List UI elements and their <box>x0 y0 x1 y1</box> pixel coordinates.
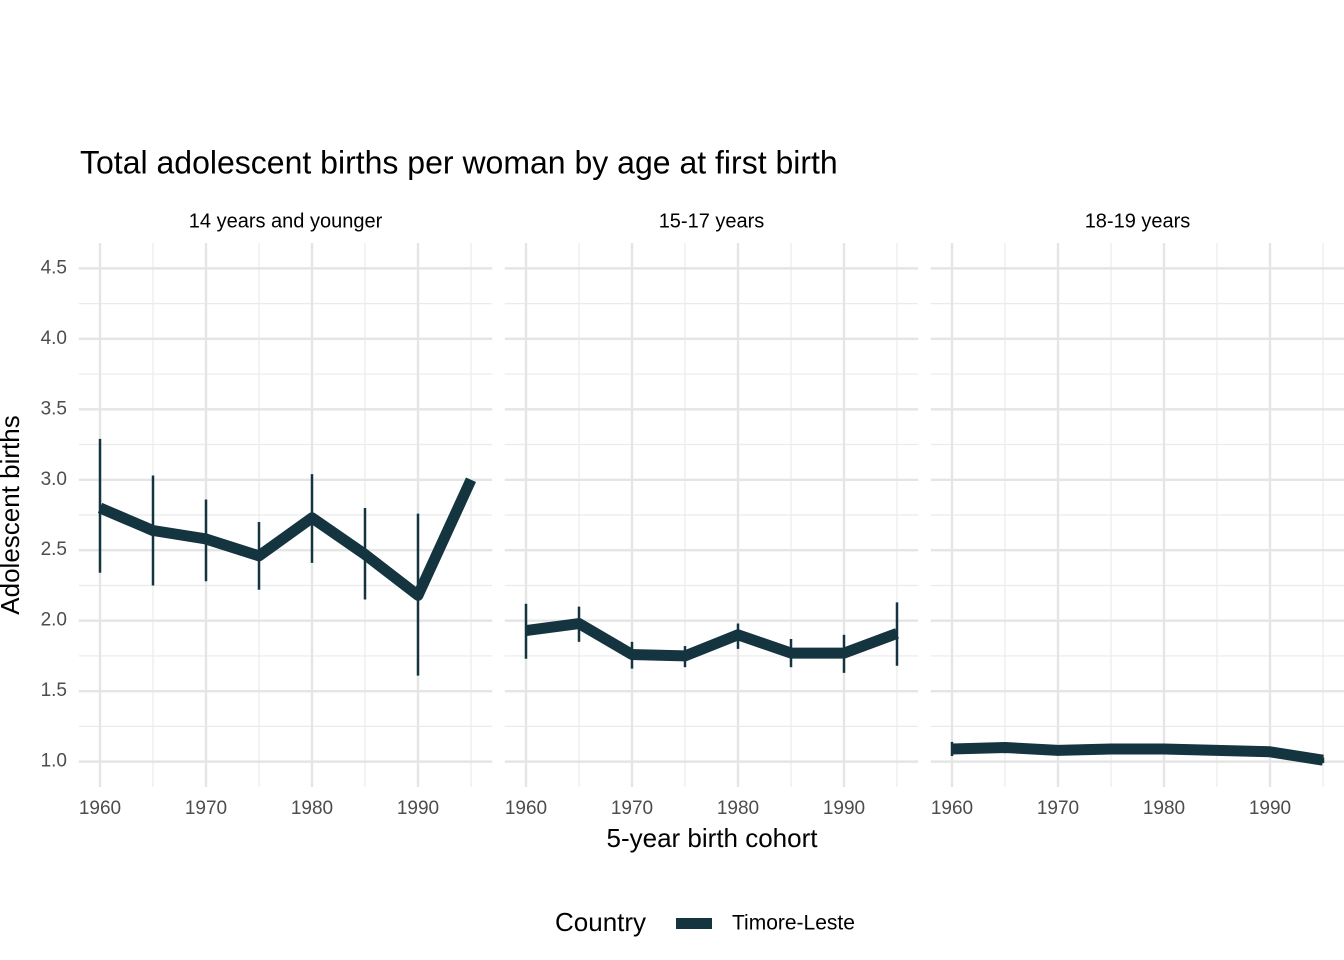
strip-label: 15-17 years <box>659 210 765 232</box>
x-axis-title: 5-year birth cohort <box>607 823 819 853</box>
strip-label: 18-19 years <box>1085 210 1191 232</box>
line <box>97 477 476 601</box>
x-tick-label: 1970 <box>185 798 227 819</box>
y-tick-label: 1.5 <box>41 680 67 701</box>
line <box>951 742 1324 766</box>
x-tick-label: 1960 <box>505 798 547 819</box>
legend-label: Timore-Leste <box>732 912 855 935</box>
y-tick-label: 4.5 <box>41 257 67 278</box>
legend-title: Country <box>555 907 646 937</box>
line <box>525 618 899 662</box>
y-tick-label: 2.5 <box>41 539 67 560</box>
x-tick-label: 1980 <box>717 798 759 819</box>
x-tick-label: 1960 <box>931 798 973 819</box>
chart-title: Total adolescent births per woman by age… <box>80 144 838 180</box>
x-tick-label: 1970 <box>1037 798 1079 819</box>
x-tick-label: 1990 <box>1249 798 1291 819</box>
strip-label: 14 years and younger <box>189 210 383 232</box>
y-tick-label: 3.0 <box>41 469 67 490</box>
x-tick-label: 1960 <box>79 798 121 819</box>
y-tick-label: 2.0 <box>41 610 67 631</box>
x-tick-label: 1980 <box>291 798 333 819</box>
y-tick-label: 3.5 <box>41 398 67 419</box>
x-tick-label: 1970 <box>611 798 653 819</box>
y-tick-label: 4.0 <box>41 328 67 349</box>
x-tick-label: 1980 <box>1143 798 1185 819</box>
x-tick-label: 1990 <box>397 798 439 819</box>
x-tick-label: 1990 <box>823 798 865 819</box>
legend-key <box>676 918 712 929</box>
y-tick-label: 1.0 <box>41 751 67 772</box>
y-axis-title: Adolescent births <box>0 415 25 614</box>
